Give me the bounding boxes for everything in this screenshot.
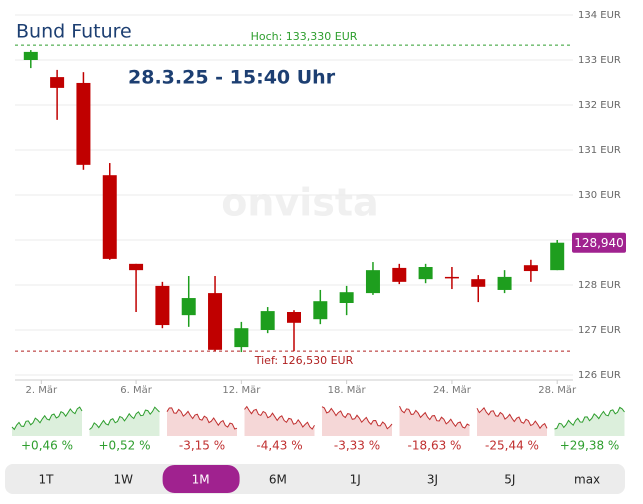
sparkline	[554, 406, 625, 430]
sparkline-area	[322, 406, 392, 436]
x-tick-label: 6. Mär	[120, 385, 152, 396]
period-active	[162, 465, 240, 493]
candle-body	[129, 263, 144, 271]
sparkline-area	[167, 407, 237, 436]
candle-body	[181, 298, 196, 316]
sparkline-area	[399, 406, 470, 436]
x-tick-label: 24. Mär	[433, 385, 472, 396]
sparkline	[244, 405, 315, 430]
performance-label: +0,46 %	[21, 439, 73, 453]
candle-body	[155, 285, 170, 326]
sparkline	[399, 405, 470, 429]
candle-body	[339, 292, 354, 303]
candle-body	[365, 270, 380, 294]
period-button[interactable]: 6M	[269, 473, 287, 487]
y-tick-label: 128 EUR	[578, 280, 621, 291]
y-tick-label: 127 EUR	[578, 325, 621, 336]
x-tick-label: 18. Mär	[328, 385, 367, 396]
sparkline	[321, 406, 393, 430]
candle-body	[550, 242, 565, 271]
candle-body	[50, 77, 65, 88]
candle-body	[23, 51, 38, 60]
period-button[interactable]: 3J	[427, 473, 438, 487]
candle-body	[523, 265, 538, 272]
candle-body	[287, 312, 301, 323]
candle-body	[76, 82, 91, 165]
y-tick-label: 133 EUR	[578, 55, 621, 66]
performance-label: +29,38 %	[560, 439, 620, 453]
period-button[interactable]: 1T	[39, 473, 55, 487]
candle-body	[313, 301, 328, 320]
candle-body	[208, 293, 223, 350]
x-tick-label: 28. Mär	[538, 385, 577, 396]
last-price-label: 128,940	[574, 236, 624, 250]
candle-body	[102, 175, 117, 259]
chart-title: Bund Future	[16, 21, 132, 43]
performance-label: -4,43 %	[256, 439, 302, 453]
candle-body	[497, 276, 512, 290]
sparkline	[166, 407, 238, 430]
performance-label: -18,63 %	[408, 439, 462, 453]
sparkline	[11, 406, 83, 431]
candle-body	[260, 311, 275, 330]
sparkline-area	[244, 406, 315, 436]
sparkline-area	[477, 407, 547, 436]
sparkline	[89, 406, 160, 430]
period-button[interactable]: 1J	[350, 473, 361, 487]
period-button[interactable]: 5J	[504, 473, 515, 487]
sparkline-area	[554, 407, 625, 436]
period-button[interactable]: 1W	[114, 473, 134, 487]
performance-label: -25,44 %	[485, 439, 539, 453]
performance-label: -3,33 %	[334, 439, 380, 453]
y-tick-label: 130 EUR	[578, 190, 621, 201]
candle-body	[444, 276, 459, 279]
candle-body	[392, 267, 407, 282]
reference-label: Hoch: 133,330 EUR	[251, 30, 358, 43]
x-tick-label: 2. Mär	[26, 385, 58, 396]
timestamp: 28.3.25 - 15:40 Uhr	[128, 67, 336, 89]
last-price-box	[572, 232, 626, 253]
candle-body	[418, 267, 433, 280]
y-tick-label: 134 EUR	[578, 10, 621, 21]
period-button[interactable]: max	[574, 473, 600, 487]
sparkline-area	[12, 407, 82, 436]
reference-label: Tief: 126,530 EUR	[254, 354, 354, 367]
y-tick-label: 131 EUR	[578, 145, 621, 156]
period-button[interactable]: 1M	[192, 473, 210, 487]
x-tick-label: 12. Mär	[222, 385, 261, 396]
performance-label: -3,15 %	[179, 439, 225, 453]
performance-label: +0,52 %	[99, 439, 151, 453]
sparkline	[476, 406, 548, 430]
y-tick-label: 126 EUR	[578, 370, 621, 381]
y-tick-label: 132 EUR	[578, 100, 621, 111]
candle-body	[234, 328, 249, 348]
period-bar	[5, 464, 625, 494]
candle-body	[471, 279, 486, 287]
watermark: onvista	[221, 181, 378, 225]
